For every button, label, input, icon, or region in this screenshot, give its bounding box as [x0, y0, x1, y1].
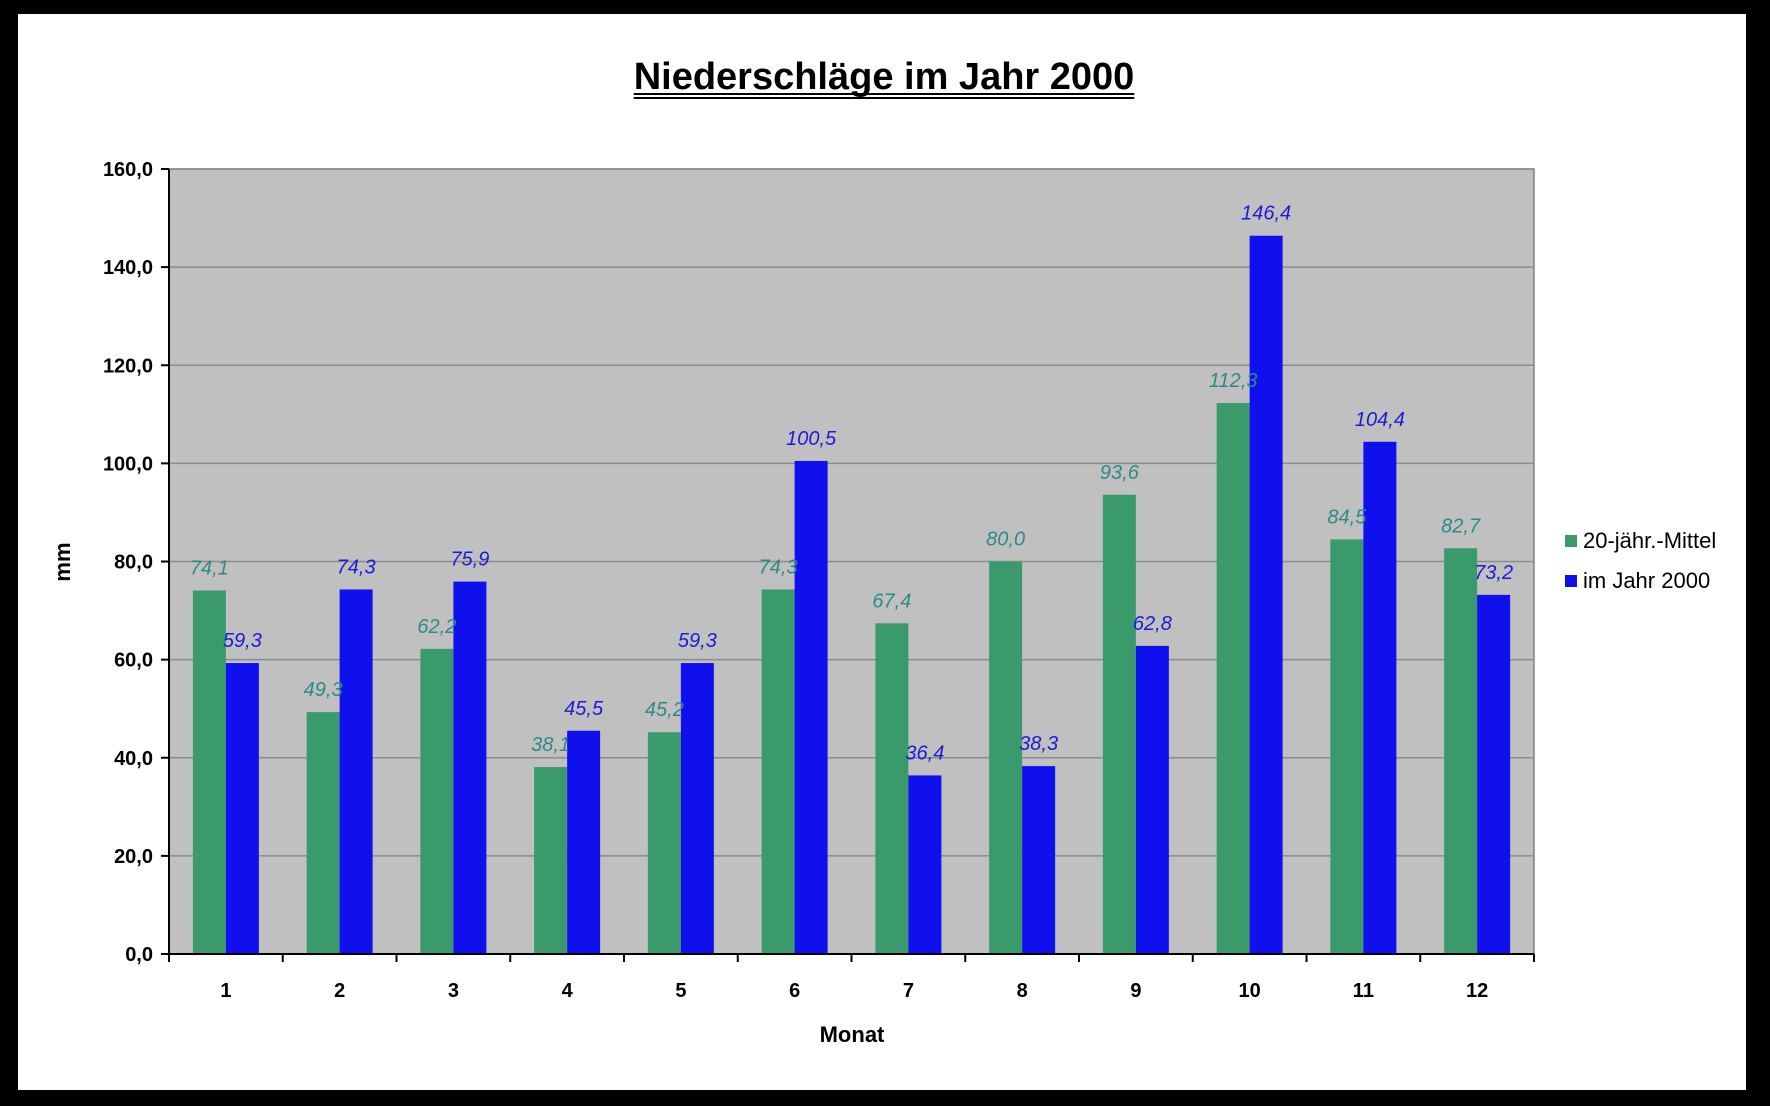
bar-mittel: [647, 732, 681, 954]
bar-mittel: [192, 590, 226, 954]
x-tick-label: 7: [903, 980, 914, 1002]
bar-mittel: [1444, 548, 1478, 954]
bar-mittel: [875, 623, 909, 954]
data-label-mittel: 93,6: [1100, 462, 1140, 484]
data-label-mittel: 112,3: [1209, 370, 1258, 392]
bar-jahr-2000: [1477, 594, 1511, 954]
gridlines: [169, 168, 1534, 857]
bar-mittel: [1216, 403, 1250, 954]
legend-label-jahr-2000: im Jahr 2000: [1583, 568, 1710, 593]
y-tick-label: 20,0: [114, 846, 153, 868]
data-label-jahr-2000: 62,8: [1133, 613, 1172, 635]
bar-jahr-2000: [794, 460, 828, 954]
x-tick-label: 4: [562, 980, 574, 1002]
legend-swatch-mittel: [1565, 535, 1577, 547]
legend-swatch-jahr-2000: [1565, 575, 1577, 587]
x-tick-label: 9: [1130, 980, 1141, 1002]
bar-jahr-2000: [453, 581, 487, 954]
chart-title-group: Niederschläge im Jahr 2000: [633, 56, 1135, 99]
data-label-mittel: 84,5: [1327, 506, 1367, 528]
data-label-jahr-2000: 74,3: [337, 556, 376, 578]
data-label-jahr-2000: 36,4: [905, 742, 944, 764]
data-labels: 74,1 59,3 49,3 74,3 62,2 75,9 38,1 45,5 45,2 59,3…: [190, 203, 1513, 765]
y-axis-title: mm: [50, 542, 75, 581]
data-label-mittel: 74,3: [759, 556, 798, 578]
bar-jahr-2000: [1135, 645, 1169, 954]
bar-jahr-2000: [339, 589, 373, 954]
data-label-jahr-2000: 73,2: [1474, 562, 1513, 584]
y-tick-label: 160,0: [103, 159, 153, 181]
data-label-mittel: 49,3: [304, 679, 343, 701]
x-tick-label: 10: [1239, 980, 1261, 1002]
y-axis-ticks: 0,0 20,0 40,0 60,0 80,0 100,0 120,0 140,0 160,0: [103, 159, 169, 966]
bar-jahr-2000: [225, 663, 259, 954]
bar-mittel: [534, 767, 568, 954]
data-label-mittel: 74,1: [190, 557, 229, 579]
x-axis-ticks: 1 2 3 4 5 6 7 8 9 10 11 12: [168, 954, 1535, 1002]
x-tick-label: 8: [1017, 980, 1028, 1002]
data-label-mittel: 62,2: [417, 616, 456, 638]
data-label-jahr-2000: 59,3: [223, 630, 262, 652]
data-label-mittel: 45,2: [645, 699, 684, 721]
y-tick-label: 80,0: [114, 552, 153, 574]
data-label-jahr-2000: 146,4: [1241, 203, 1291, 225]
x-tick-label: 12: [1466, 980, 1488, 1002]
bar-mittel: [306, 712, 340, 954]
x-tick-label: 3: [448, 980, 459, 1002]
bars: [192, 235, 1511, 955]
bar-jahr-2000: [567, 730, 601, 954]
x-tick-label: 1: [220, 980, 231, 1002]
bar-mittel: [1330, 539, 1364, 954]
y-tick-label: 100,0: [103, 453, 153, 475]
bar-mittel: [420, 648, 454, 954]
y-tick-label: 140,0: [103, 257, 153, 279]
bar-jahr-2000: [1363, 441, 1397, 955]
data-label-jahr-2000: 104,4: [1355, 409, 1405, 431]
bar-mittel: [1102, 494, 1136, 954]
y-tick-label: 120,0: [103, 355, 153, 377]
y-tick-label: 60,0: [114, 650, 153, 672]
bar-jahr-2000: [908, 775, 942, 954]
y-tick-label: 0,0: [125, 944, 153, 966]
bar-mittel: [761, 589, 795, 954]
data-label-jahr-2000: 38,3: [1019, 733, 1058, 755]
data-label-mittel: 67,4: [872, 590, 911, 612]
bar-jahr-2000: [680, 663, 714, 954]
data-label-jahr-2000: 59,3: [678, 630, 717, 652]
x-tick-label: 2: [334, 980, 345, 1002]
x-tick-label: 11: [1353, 980, 1374, 1002]
data-label-mittel: 80,0: [986, 529, 1025, 551]
bar-mittel: [989, 561, 1023, 954]
bar-jahr-2000: [1022, 766, 1056, 954]
data-label-jahr-2000: 100,5: [786, 428, 837, 450]
data-label-jahr-2000: 75,9: [450, 549, 489, 571]
x-axis-title: Monat: [820, 1022, 885, 1047]
data-label-mittel: 38,1: [531, 734, 570, 756]
x-tick-label: 5: [675, 980, 686, 1002]
chart-title: Niederschläge im Jahr 2000: [634, 56, 1135, 98]
data-label-mittel: 82,7: [1441, 515, 1481, 537]
x-tick-label: 6: [789, 980, 800, 1002]
legend: 20-jähr.-Mittel im Jahr 2000: [1565, 528, 1716, 593]
y-tick-label: 40,0: [114, 748, 153, 770]
legend-label-mittel: 20-jähr.-Mittel: [1583, 528, 1716, 553]
data-label-jahr-2000: 45,5: [564, 698, 604, 720]
bar-jahr-2000: [1249, 235, 1283, 955]
